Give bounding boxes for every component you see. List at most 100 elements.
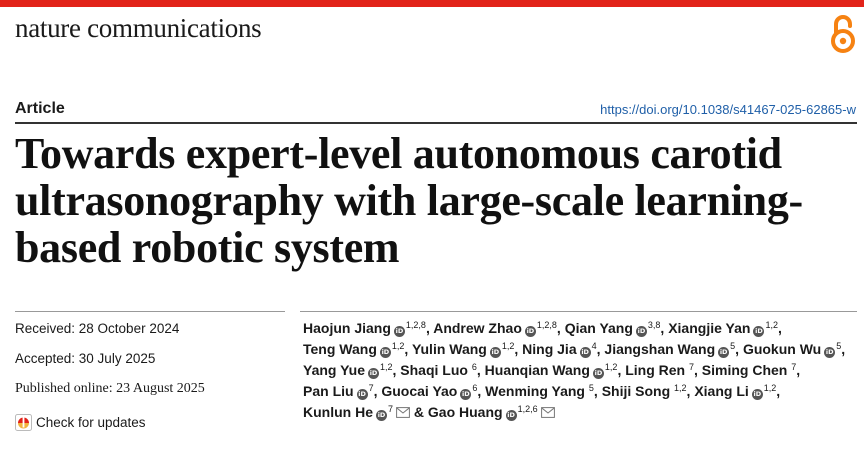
author-name[interactable]: Yang Yue xyxy=(303,362,365,378)
author-affiliation-sup: 1,2 xyxy=(501,341,515,351)
author-name[interactable]: Guocai Yao xyxy=(381,383,458,399)
orcid-icon[interactable]: iD xyxy=(505,410,517,421)
author-name[interactable]: Yulin Wang xyxy=(411,341,487,357)
author-entry: Shaqi Luo 6 xyxy=(400,362,477,378)
author-name[interactable]: Andrew Zhao xyxy=(433,320,522,336)
author-entry: Haojun Jiang iD1,2,8 xyxy=(303,320,426,337)
orcid-icon[interactable]: iD xyxy=(524,326,536,337)
author-affiliation-sup: 5 xyxy=(588,383,594,393)
author-entry: Wenming Yang 5 xyxy=(485,383,594,399)
author-separator: , xyxy=(425,320,434,336)
author-list: Haojun Jiang iD1,2,8, Andrew Zhao iD1,2,8,… xyxy=(303,318,858,423)
author-separator: , xyxy=(404,341,412,357)
orcid-icon[interactable]: iD xyxy=(356,389,368,400)
header-divider xyxy=(15,122,857,124)
author-name[interactable]: Teng Wang xyxy=(303,341,377,357)
author-affiliation-sup: 1,2 xyxy=(674,383,687,393)
journal-name[interactable]: nature communications xyxy=(15,13,262,43)
orcid-icon[interactable]: iD xyxy=(368,368,379,379)
author-affiliation-sup: 1,2,8 xyxy=(405,320,426,330)
open-access-lock-icon[interactable] xyxy=(828,14,858,54)
author-affiliation-sup: 1,2,8 xyxy=(536,320,557,330)
author-affiliation-sup: 1,2 xyxy=(380,362,393,372)
author-entry: Teng Wang iD1,2 xyxy=(303,341,405,358)
author-separator: , xyxy=(373,383,382,399)
check-for-updates-button[interactable]: Check for updates xyxy=(15,414,146,431)
author-affiliation-sup: 5 xyxy=(836,341,842,351)
author-affiliation-sup: 1,2 xyxy=(765,320,778,330)
author-name[interactable]: Ning Jia xyxy=(522,341,577,357)
orcid-icon[interactable]: iD xyxy=(379,347,391,358)
author-separator: , xyxy=(735,341,743,357)
author-affiliation-sup: 7 xyxy=(388,404,394,414)
author-affiliation-sup: 6 xyxy=(471,362,477,372)
author-entry: Guocai Yao iD6 xyxy=(381,383,478,400)
author-entry: Xiangjie Yan iD1,2 xyxy=(668,320,778,337)
article-title: Towards expert-level autonomous carotid … xyxy=(15,129,803,272)
author-entry: Xiang Li iD1,2 xyxy=(694,383,777,400)
author-name[interactable]: Kunlun He xyxy=(303,404,373,420)
author-entry: Yang Yue iD1,2 xyxy=(303,362,393,379)
author-affiliation-sup: 7 xyxy=(791,362,797,372)
author-entry: Ning Jia iD4 xyxy=(522,341,597,358)
author-separator: , xyxy=(776,383,781,399)
author-name[interactable]: Gao Huang xyxy=(427,404,503,420)
author-separator: , xyxy=(660,320,669,336)
author-name[interactable]: Xiangjie Yan xyxy=(668,320,751,336)
orcid-icon[interactable]: iD xyxy=(579,347,591,358)
author-entry: Andrew Zhao iD1,2,8 xyxy=(433,320,557,337)
author-separator: , xyxy=(841,341,846,357)
author-separator: , xyxy=(694,362,702,378)
author-name[interactable]: Siming Chen xyxy=(701,362,788,378)
author-entry: Siming Chen 7 xyxy=(702,362,796,378)
author-separator: , xyxy=(596,341,605,357)
orcid-icon[interactable]: iD xyxy=(489,347,501,358)
author-separator: , xyxy=(477,383,486,399)
check-for-updates-label: Check for updates xyxy=(36,415,146,430)
orcid-icon[interactable]: iD xyxy=(718,347,730,358)
author-name[interactable]: Guokun Wu xyxy=(742,341,822,357)
doi-link[interactable]: https://doi.org/10.1038/s41467-025-62865… xyxy=(600,102,856,117)
author-name[interactable]: Jiangshan Wang xyxy=(604,341,716,357)
author-name[interactable]: Wenming Yang xyxy=(485,383,585,399)
author-name[interactable]: Haojun Jiang xyxy=(303,320,391,336)
orcid-icon[interactable]: iD xyxy=(376,410,387,421)
orcid-icon[interactable]: iD xyxy=(393,326,405,337)
header-red-rule xyxy=(0,0,864,7)
author-name[interactable]: Qian Yang xyxy=(564,320,633,336)
author-entry: Qian Yang iD3,8 xyxy=(564,320,660,337)
authors-divider xyxy=(300,311,857,312)
orcid-icon[interactable]: iD xyxy=(635,326,647,337)
author-separator: , xyxy=(476,362,485,378)
author-entry: Gao Huang iD1,2,6 xyxy=(427,404,555,421)
orcid-icon[interactable]: iD xyxy=(751,389,763,400)
orcid-icon[interactable]: iD xyxy=(592,368,604,379)
author-affiliation-sup: 1,2 xyxy=(763,383,777,393)
author-name[interactable]: Pan Liu xyxy=(303,383,354,399)
author-entry: Huanqian Wang iD1,2 xyxy=(484,362,618,379)
author-separator: , xyxy=(593,383,602,399)
author-affiliation-sup: 7 xyxy=(368,383,374,393)
dates-divider xyxy=(15,311,285,312)
author-name[interactable]: Shaqi Luo xyxy=(400,362,468,378)
orcid-icon[interactable]: iD xyxy=(460,389,472,400)
author-affiliation-sup: 1,2 xyxy=(604,362,618,372)
author-affiliation-sup: 7 xyxy=(689,362,695,372)
mail-icon[interactable] xyxy=(540,407,555,418)
author-name[interactable]: Huanqian Wang xyxy=(484,362,590,378)
author-affiliation-sup: 1,2,6 xyxy=(517,404,538,414)
author-affiliation-sup: 4 xyxy=(591,341,597,351)
author-name[interactable]: Shiji Song xyxy=(601,383,671,399)
author-separator: , xyxy=(686,383,695,399)
author-affiliation-sup: 1,2 xyxy=(391,341,405,351)
orcid-icon[interactable]: iD xyxy=(753,326,765,337)
received-date: Received: 28 October 2024 xyxy=(15,321,180,336)
author-affiliation-sup: 5 xyxy=(730,341,736,351)
mail-icon[interactable] xyxy=(396,407,410,418)
author-separator: , xyxy=(777,320,782,336)
orcid-icon[interactable]: iD xyxy=(824,347,836,358)
author-name[interactable]: Ling Ren xyxy=(625,362,686,378)
author-separator: , xyxy=(796,362,801,378)
author-name[interactable]: Xiang Li xyxy=(694,383,749,399)
author-affiliation-sup: 6 xyxy=(472,383,478,393)
